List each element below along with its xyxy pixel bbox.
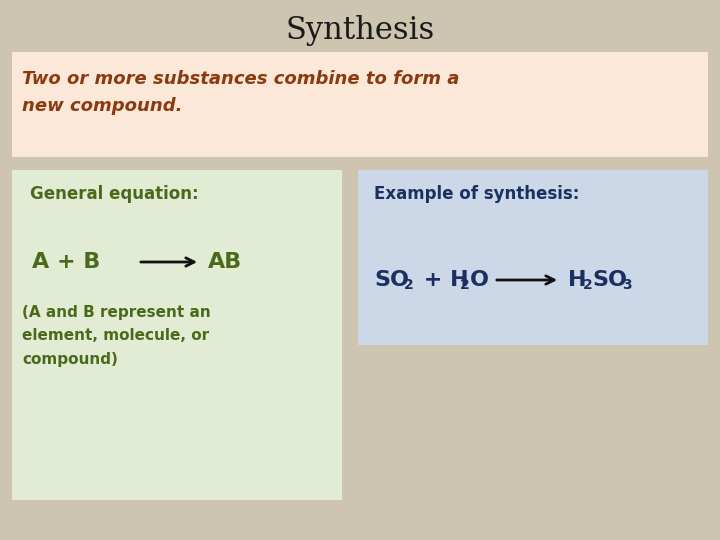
Text: 3: 3	[622, 278, 631, 292]
Text: General equation:: General equation:	[30, 185, 199, 203]
Text: 2: 2	[404, 278, 414, 292]
Text: AB: AB	[208, 252, 242, 272]
Text: 2: 2	[460, 278, 469, 292]
FancyBboxPatch shape	[358, 170, 708, 345]
FancyBboxPatch shape	[12, 170, 342, 500]
Text: H: H	[568, 270, 587, 290]
Text: SO: SO	[592, 270, 627, 290]
Text: new compound.: new compound.	[22, 97, 182, 115]
Text: + H: + H	[416, 270, 469, 290]
Text: Example of synthesis:: Example of synthesis:	[374, 185, 580, 203]
Text: (A and B represent an
element, molecule, or
compound): (A and B represent an element, molecule,…	[22, 305, 211, 367]
FancyBboxPatch shape	[12, 52, 708, 157]
Text: SO: SO	[374, 270, 409, 290]
Text: A + B: A + B	[32, 252, 100, 272]
Text: O: O	[470, 270, 489, 290]
Text: Two or more substances combine to form a: Two or more substances combine to form a	[22, 70, 459, 88]
Text: 2: 2	[583, 278, 593, 292]
Text: Synthesis: Synthesis	[285, 15, 435, 45]
